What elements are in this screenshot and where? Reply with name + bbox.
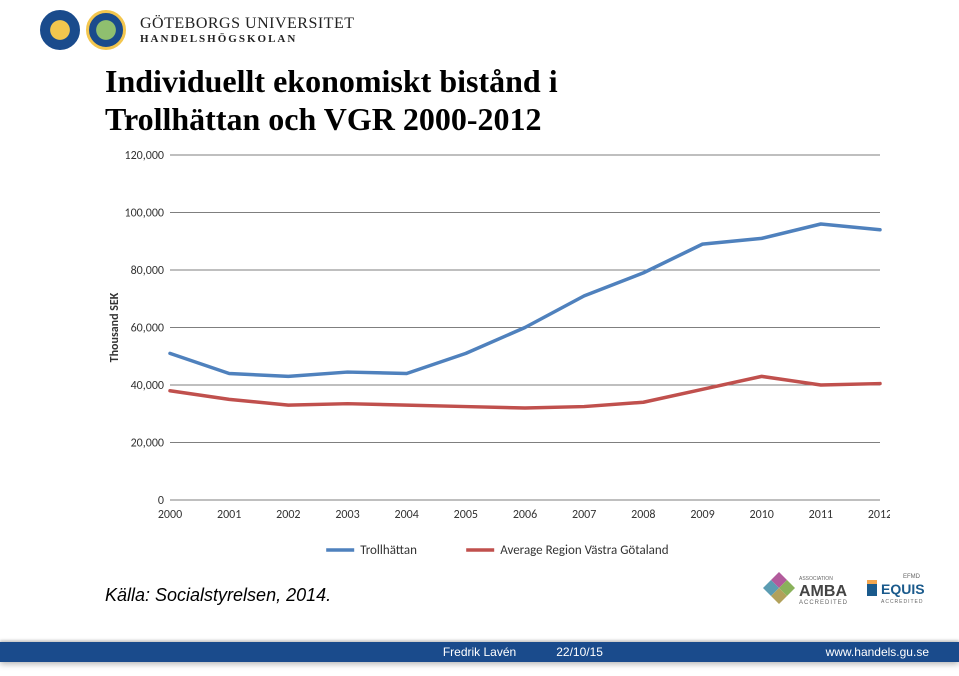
svg-text:ASSOCIATION: ASSOCIATION [799,576,833,582]
footer-url: www.handels.gu.se [826,642,929,662]
svg-text:ACCREDITED: ACCREDITED [881,599,924,605]
source-citation: Källa: Socialstyrelsen, 2014. [105,585,331,606]
ytick-label: 0 [158,494,164,508]
series-line [170,224,880,376]
svg-text:EQUIS: EQUIS [881,581,925,597]
xtick-label: 2005 [454,508,478,522]
gu-seal-icon [40,10,80,50]
school-seal-icon [86,10,126,50]
legend-label: Trollhättan [360,543,417,558]
ytick-label: 60,000 [131,322,164,336]
title-line-1: Individuellt ekonomiskt bistånd i [105,63,558,99]
xtick-label: 2004 [395,508,419,522]
slide-header: GÖTEBORGS UNIVERSITET HANDELSHÖGSKOLAN [40,10,355,50]
xtick-label: 2012 [868,508,890,522]
amba-logo-icon: ASSOCIATION AMBA ACCREDITED [761,570,851,608]
y-axis-label: Thousand SEK [108,292,122,362]
xtick-label: 2006 [513,508,537,522]
ytick-label: 100,000 [125,207,165,221]
xtick-label: 2009 [690,508,714,522]
xtick-label: 2002 [276,508,300,522]
title-line-2: Trollhättan och VGR 2000-2012 [105,101,541,137]
ytick-label: 40,000 [131,379,164,393]
university-line: GÖTEBORGS UNIVERSITET [140,15,355,33]
svg-text:ACCREDITED: ACCREDITED [799,600,848,606]
ytick-label: 80,000 [131,264,164,278]
xtick-label: 2008 [631,508,655,522]
svg-text:AMBA: AMBA [799,583,847,600]
xtick-label: 2007 [572,508,596,522]
equis-logo-icon: EFMD EQUIS ACCREDITED [867,570,937,608]
accreditation-logos: ASSOCIATION AMBA ACCREDITED EFMD EQUIS A… [761,570,937,608]
xtick-label: 2001 [217,508,241,522]
line-chart: 0 20,000 40,000 60,000 80,000 100,000 120,000 2… [100,150,890,570]
footer-author: Fredrik Lavén [443,642,516,662]
series-line [170,376,880,408]
xtick-label: 2010 [750,508,774,522]
xtick-label: 2011 [809,508,833,522]
legend-label: Average Region Västra Götaland [500,543,668,558]
university-name: GÖTEBORGS UNIVERSITET HANDELSHÖGSKOLAN [140,15,355,45]
ytick-label: 120,000 [125,150,165,163]
school-line: HANDELSHÖGSKOLAN [140,33,355,45]
ytick-label: 20,000 [131,437,164,451]
xtick-label: 2003 [335,508,359,522]
xtick-label: 2000 [158,508,182,522]
footer-date: 22/10/15 [556,642,603,662]
svg-text:EFMD: EFMD [903,574,921,580]
slide-title: Individuellt ekonomiskt bistånd i Trollh… [105,62,558,139]
chart-svg: 0 20,000 40,000 60,000 80,000 100,000 120,000 2… [100,150,890,570]
